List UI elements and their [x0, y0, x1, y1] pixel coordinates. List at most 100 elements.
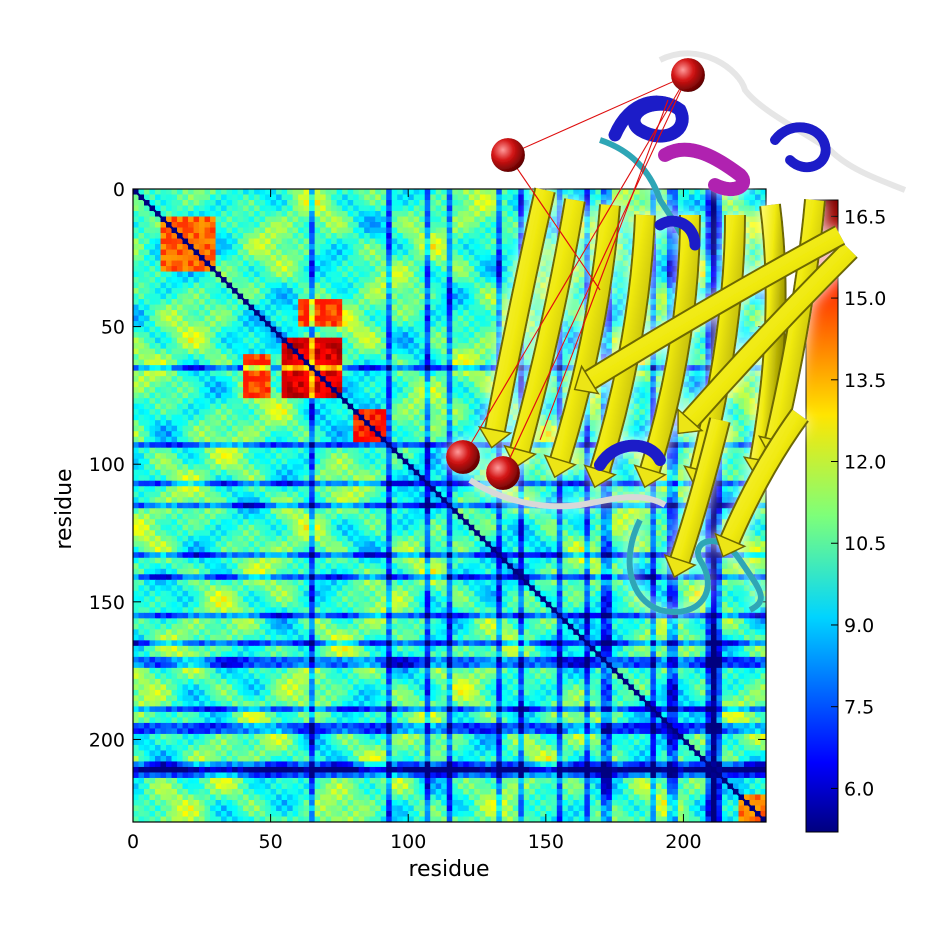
heatmap-cell — [182, 403, 189, 410]
heatmap-cell — [435, 211, 442, 218]
heatmap-cell — [215, 304, 222, 311]
heatmap-cell — [375, 271, 382, 278]
heatmap-cell — [380, 271, 387, 278]
heatmap-cell — [463, 398, 470, 405]
heatmap-cell — [314, 205, 321, 212]
heatmap-cell — [298, 271, 305, 278]
heatmap-cell — [254, 398, 261, 405]
heatmap-cell — [644, 321, 651, 328]
heatmap-cell — [694, 299, 701, 306]
heatmap-cell — [386, 200, 393, 207]
heatmap-cell — [743, 398, 751, 405]
heatmap-cell — [160, 282, 167, 289]
heatmap-cell — [331, 227, 338, 234]
heatmap-cell — [512, 194, 519, 201]
heatmap-cell — [485, 271, 492, 278]
heatmap-cell — [666, 255, 674, 262]
heatmap-cell — [430, 200, 437, 207]
heatmap-cell — [336, 266, 343, 273]
heatmap-cell — [556, 343, 563, 350]
heatmap-cell — [336, 200, 343, 207]
heatmap-cell — [529, 315, 536, 322]
heatmap-cell — [633, 398, 640, 405]
heatmap-cell — [303, 326, 310, 333]
heatmap-cell — [182, 315, 189, 322]
heatmap-cell — [419, 370, 426, 377]
heatmap-cell — [446, 392, 453, 399]
heatmap-cell — [369, 227, 376, 234]
heatmap-cell — [138, 200, 145, 207]
heatmap-cell — [287, 398, 294, 405]
heatmap-cell — [413, 365, 420, 372]
heatmap-cell — [237, 370, 244, 377]
heatmap-cell — [386, 321, 393, 328]
heatmap-cell — [221, 398, 228, 405]
heatmap-cell — [248, 266, 255, 273]
heatmap-cell — [259, 271, 266, 278]
heatmap-cell — [188, 365, 195, 372]
heatmap-cell — [347, 299, 354, 306]
heatmap-cell — [204, 315, 211, 322]
heatmap-cell — [287, 321, 294, 328]
heatmap-cell — [320, 398, 327, 405]
heatmap-cell — [485, 249, 492, 256]
heatmap-cell — [419, 376, 426, 383]
heatmap-cell — [221, 420, 228, 427]
heatmap-cell — [402, 299, 409, 306]
heatmap-cell — [248, 370, 255, 377]
heatmap-cell — [650, 288, 657, 295]
heatmap-cell — [276, 354, 283, 361]
heatmap-cell — [259, 414, 266, 421]
heatmap-cell — [309, 238, 316, 245]
heatmap-cell — [534, 271, 541, 278]
heatmap-cell — [342, 260, 349, 267]
heatmap-cell — [298, 359, 305, 366]
heatmap-cell — [226, 227, 233, 234]
heatmap-cell — [243, 233, 250, 240]
heatmap-cell — [160, 244, 167, 251]
heatmap-cell — [193, 189, 200, 196]
heatmap-cell — [501, 249, 508, 256]
heatmap-cell — [402, 255, 409, 262]
heatmap-cell — [435, 216, 442, 223]
heatmap-cell — [655, 277, 663, 284]
heatmap-cell — [298, 348, 305, 355]
heatmap-cell — [160, 293, 167, 300]
heatmap-cell — [661, 249, 668, 256]
heatmap-cell — [644, 326, 651, 333]
heatmap-cell — [232, 387, 239, 394]
heatmap-cell — [281, 315, 288, 322]
heatmap-cell — [386, 337, 393, 344]
heatmap-cell — [270, 398, 277, 405]
heatmap-cell — [248, 282, 255, 289]
heatmap-cell — [287, 288, 294, 295]
heatmap-cell — [155, 376, 162, 383]
heatmap-cell — [468, 255, 475, 262]
heatmap-cell — [144, 189, 151, 196]
heatmap-cell — [144, 299, 151, 306]
heatmap-cell — [358, 398, 365, 405]
heatmap-cell — [309, 392, 316, 399]
heatmap-cell — [347, 381, 354, 388]
heatmap-cell — [182, 343, 189, 350]
heatmap-cell — [716, 249, 723, 256]
heatmap-cell — [479, 315, 486, 322]
heatmap-cell — [259, 205, 266, 212]
heatmap-cell — [611, 326, 618, 333]
heatmap-cell — [210, 304, 217, 311]
heatmap-cell — [705, 227, 712, 234]
heatmap-cell — [402, 200, 409, 207]
heatmap-cell — [237, 414, 244, 421]
heatmap-cell — [540, 282, 547, 289]
heatmap-cell — [166, 205, 173, 212]
heatmap-cell — [490, 337, 497, 344]
heatmap-cell — [292, 194, 299, 201]
heatmap-cell — [259, 304, 266, 311]
heatmap-cell — [265, 370, 272, 377]
heatmap-cell — [160, 227, 167, 234]
heatmap-cell — [248, 332, 255, 339]
heatmap-cell — [754, 304, 762, 311]
heatmap-cell — [402, 403, 409, 410]
heatmap-cell — [188, 359, 195, 366]
heatmap-cell — [710, 288, 718, 295]
